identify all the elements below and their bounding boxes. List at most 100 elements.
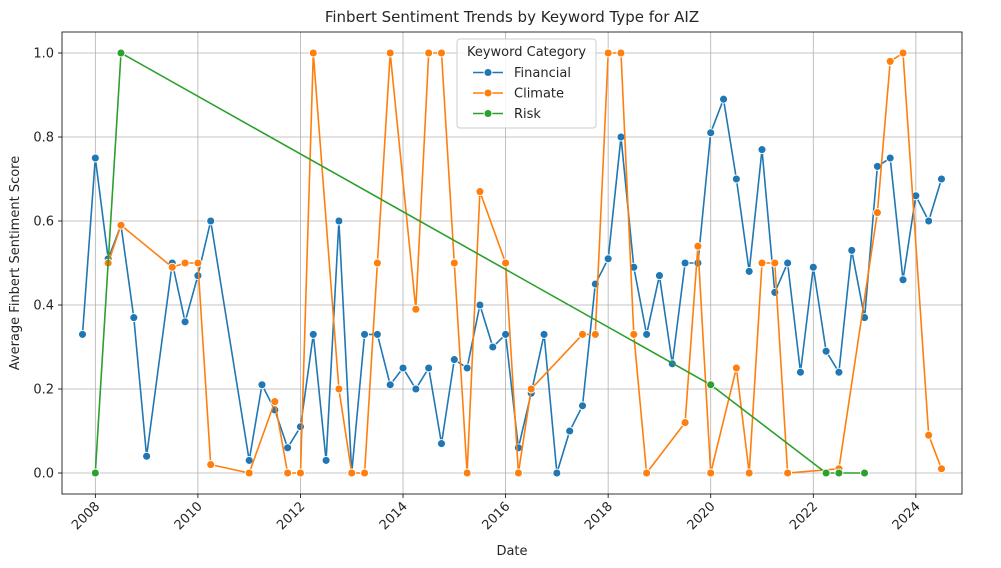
data-point-climate [579, 330, 587, 338]
data-point-financial [681, 259, 689, 267]
data-point-climate [348, 469, 356, 477]
x-tick-label: 2022 [787, 499, 821, 533]
data-point-financial [143, 452, 151, 460]
x-axis-label: Date [496, 544, 527, 559]
data-point-risk [91, 469, 99, 477]
data-point-risk [707, 381, 715, 389]
data-point-climate [617, 49, 625, 57]
data-point-climate [373, 259, 381, 267]
data-point-financial [130, 314, 138, 322]
y-tick-label: 0.0 [33, 467, 54, 482]
data-point-financial [437, 440, 445, 448]
data-point-risk [835, 469, 843, 477]
data-point-climate [899, 49, 907, 57]
data-point-financial [296, 423, 304, 431]
data-point-climate [463, 469, 471, 477]
data-point-financial [617, 133, 625, 141]
data-point-financial [925, 217, 933, 225]
data-point-financial [796, 368, 804, 376]
data-point-financial [450, 356, 458, 364]
data-point-climate [630, 330, 638, 338]
legend-entry-financial: Financial [514, 66, 571, 81]
data-point-financial [720, 95, 728, 103]
data-point-financial [566, 427, 574, 435]
data-point-financial [809, 263, 817, 271]
data-point-climate [437, 49, 445, 57]
legend-swatch-marker [484, 110, 492, 118]
data-point-financial [899, 276, 907, 284]
data-point-financial [655, 272, 663, 280]
x-tick-label: 2018 [582, 499, 616, 533]
legend-title: Keyword Category [467, 45, 586, 60]
data-point-financial [604, 255, 612, 263]
data-point-climate [476, 188, 484, 196]
data-point-climate [245, 469, 253, 477]
data-point-financial [463, 364, 471, 372]
data-point-financial [386, 381, 394, 389]
data-point-climate [527, 385, 535, 393]
data-point-financial [258, 381, 266, 389]
data-point-financial [489, 343, 497, 351]
data-point-climate [335, 385, 343, 393]
data-point-climate [873, 209, 881, 217]
data-point-climate [604, 49, 612, 57]
data-point-climate [732, 364, 740, 372]
data-point-financial [91, 154, 99, 162]
data-point-financial [732, 175, 740, 183]
y-tick-label: 0.4 [33, 299, 54, 314]
data-point-risk [117, 49, 125, 57]
data-point-financial [707, 129, 715, 137]
data-point-climate [194, 259, 202, 267]
x-tick-label: 2016 [479, 499, 513, 533]
data-point-financial [373, 330, 381, 338]
legend-entry-climate: Climate [514, 87, 564, 102]
data-point-financial [873, 162, 881, 170]
legend-swatch-marker [484, 69, 492, 77]
data-point-financial [643, 330, 651, 338]
data-point-climate [181, 259, 189, 267]
data-point-risk [822, 469, 830, 477]
data-point-financial [937, 175, 945, 183]
x-axis-ticks: 2008 2010 2012 2014 2016 2018 2020 2022 2024 [69, 494, 924, 533]
data-point-financial [207, 217, 215, 225]
data-point-climate [925, 431, 933, 439]
data-point-financial [758, 146, 766, 154]
x-tick-label: 2012 [274, 499, 308, 533]
y-tick-label: 0.8 [33, 131, 54, 146]
data-point-climate [886, 57, 894, 65]
data-point-climate [296, 469, 304, 477]
data-point-climate [412, 305, 420, 313]
data-point-financial [412, 385, 420, 393]
legend-entry-risk: Risk [514, 107, 541, 122]
y-tick-label: 0.6 [33, 215, 54, 230]
legend-swatch-marker [484, 89, 492, 97]
data-point-risk [861, 469, 869, 477]
data-point-climate [937, 465, 945, 473]
x-tick-label: 2010 [172, 499, 206, 533]
data-point-financial [835, 368, 843, 376]
data-point-financial [476, 301, 484, 309]
y-axis-label: Average Finbert Sentiment Score [8, 156, 23, 370]
data-point-climate [758, 259, 766, 267]
data-point-climate [386, 49, 394, 57]
data-point-financial [284, 444, 292, 452]
data-point-climate [514, 469, 522, 477]
data-point-financial [309, 330, 317, 338]
data-point-financial [745, 267, 753, 275]
data-point-climate [284, 469, 292, 477]
data-point-climate [784, 469, 792, 477]
data-point-climate [771, 259, 779, 267]
data-point-financial [771, 288, 779, 296]
data-point-climate [361, 469, 369, 477]
data-point-climate [309, 49, 317, 57]
data-point-financial [886, 154, 894, 162]
data-point-financial [361, 330, 369, 338]
y-axis-ticks: 0.0 0.2 0.4 0.6 0.8 1.0 [33, 47, 62, 482]
data-point-climate [425, 49, 433, 57]
x-tick-label: 2008 [69, 499, 103, 533]
data-point-financial [553, 469, 561, 477]
data-point-financial [322, 456, 330, 464]
data-point-climate [207, 461, 215, 469]
data-point-financial [822, 347, 830, 355]
